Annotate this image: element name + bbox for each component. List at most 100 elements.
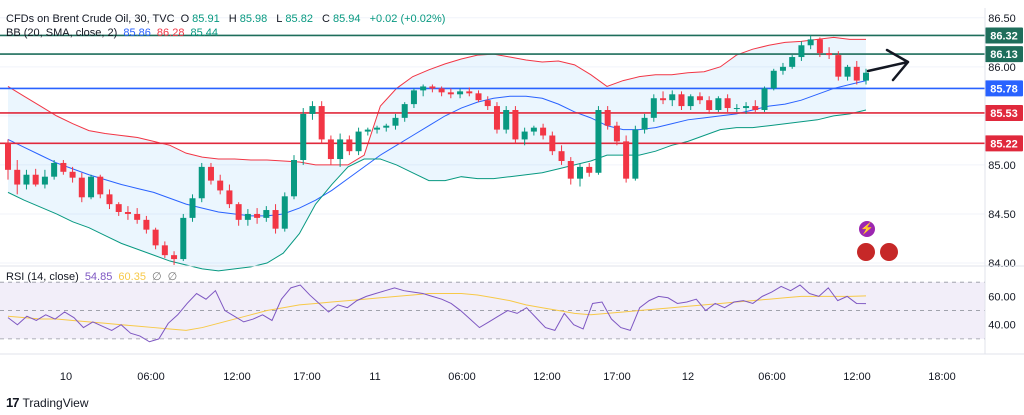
level-price-tag [985, 46, 1023, 63]
candle [503, 106, 510, 134]
candle [586, 162, 593, 177]
candle [623, 135, 630, 183]
rsi-legend: RSI (14, close) 54.85 60.35 ∅ ∅ [6, 270, 180, 283]
rsi-axis-tick: 60.00 [988, 291, 1016, 303]
candle-body [41, 176, 48, 185]
candle [300, 108, 307, 165]
lightning-icon[interactable]: ⚡ [859, 221, 875, 237]
candle [466, 87, 473, 97]
candle [484, 96, 491, 110]
candle [457, 88, 464, 99]
candle [392, 113, 399, 130]
level-price-tag [985, 27, 1023, 44]
tradingview-logo[interactable]: 17 TradingView [6, 395, 89, 410]
level-price-tag [985, 80, 1023, 97]
candle-body [78, 177, 85, 198]
candle [540, 123, 547, 140]
candle-body [143, 219, 150, 230]
candle-body [189, 198, 196, 218]
ohlc-change: +0.02 (+0.02%) [369, 13, 446, 25]
time-axis-tick: 17:00 [293, 371, 321, 383]
candle-body [521, 131, 528, 140]
candle-body [660, 98, 667, 101]
candle [696, 92, 703, 105]
us-flag-event-icon[interactable] [857, 243, 875, 261]
bb-upper-line [7, 36, 866, 166]
candle-body [475, 93, 482, 101]
candle [401, 102, 408, 122]
candle [346, 135, 353, 156]
candle-body [410, 90, 417, 105]
candle-body [466, 91, 473, 94]
level-price-tag [985, 135, 1023, 152]
candle [789, 55, 796, 69]
candle-body [429, 86, 436, 89]
candle [32, 168, 39, 187]
candle-body [134, 213, 141, 220]
candle-body [281, 196, 288, 229]
candle [429, 84, 436, 93]
candle-body [383, 125, 390, 128]
candle [530, 125, 537, 136]
candle [244, 209, 251, 226]
symbol-name[interactable]: CFDs on Brent Crude Oil, 30, TVC [6, 13, 175, 25]
candle [826, 47, 833, 59]
candle-body [180, 217, 187, 260]
candle [632, 125, 639, 181]
candle [410, 88, 417, 109]
rsi-name[interactable]: RSI (14, close) [6, 271, 79, 283]
candle [291, 155, 297, 200]
candle [189, 194, 196, 222]
candle-body [863, 72, 869, 81]
rsi-value: 54.85 [84, 271, 113, 283]
candle [226, 184, 233, 209]
candle [374, 125, 381, 134]
candle-body [23, 174, 30, 185]
candle-body [789, 57, 796, 67]
candle-body [254, 213, 261, 218]
candle [88, 174, 95, 200]
candle [14, 160, 21, 195]
candle-body [733, 108, 740, 110]
candle-body [715, 98, 722, 110]
candle-body [530, 127, 537, 132]
candle [51, 160, 58, 180]
candle-body [650, 98, 657, 118]
candle [309, 101, 316, 120]
level-price-label: 86.13 [990, 49, 1018, 61]
candle-body [226, 190, 233, 205]
candle [669, 90, 676, 107]
candle-body [124, 212, 131, 214]
candle [383, 123, 390, 132]
candle-body [69, 171, 76, 178]
candle-body [770, 70, 777, 89]
candle [364, 127, 371, 136]
candle-body [235, 204, 242, 220]
candle-body [853, 66, 860, 81]
level-price-label: 85.22 [990, 138, 1018, 150]
candle [447, 88, 454, 99]
candle [743, 102, 750, 114]
candle [660, 91, 667, 105]
candle-body [5, 143, 11, 170]
candle-body [613, 125, 620, 142]
time-axis-tick: 06:00 [758, 371, 786, 383]
candle-body [51, 162, 58, 177]
candle-body [401, 104, 408, 118]
candle-body [392, 117, 399, 126]
candle [863, 68, 869, 85]
candle-body [161, 245, 168, 256]
candle-body [632, 129, 639, 179]
candle-body [687, 96, 694, 107]
candle-body [88, 176, 95, 198]
candle-body [309, 106, 316, 114]
candle [549, 131, 556, 156]
rsi-ma-value: 60.35 [118, 271, 146, 283]
candle-body [512, 110, 519, 140]
us-flag-event-icon-2[interactable] [880, 243, 898, 261]
candle-body [540, 127, 547, 136]
bb-name[interactable]: BB (20, SMA, close, 2) [6, 27, 118, 39]
candle [171, 251, 178, 265]
candle-body [60, 162, 67, 172]
